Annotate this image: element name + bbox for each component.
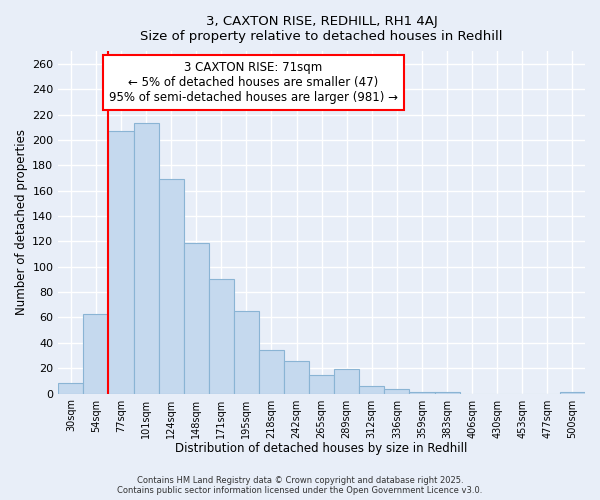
- Bar: [359, 386, 385, 394]
- Bar: [109, 131, 134, 394]
- Bar: [409, 392, 434, 394]
- Bar: [284, 360, 309, 394]
- Bar: [560, 392, 585, 394]
- Bar: [234, 311, 259, 394]
- Bar: [385, 388, 409, 394]
- Title: 3, CAXTON RISE, REDHILL, RH1 4AJ
Size of property relative to detached houses in: 3, CAXTON RISE, REDHILL, RH1 4AJ Size of…: [140, 15, 503, 43]
- X-axis label: Distribution of detached houses by size in Redhill: Distribution of detached houses by size …: [175, 442, 468, 455]
- Bar: [209, 280, 234, 394]
- Bar: [184, 242, 209, 394]
- Bar: [134, 124, 158, 394]
- Bar: [434, 392, 460, 394]
- Text: 3 CAXTON RISE: 71sqm
← 5% of detached houses are smaller (47)
95% of semi-detach: 3 CAXTON RISE: 71sqm ← 5% of detached ho…: [109, 62, 398, 104]
- Bar: [83, 314, 109, 394]
- Bar: [259, 350, 284, 394]
- Text: Contains HM Land Registry data © Crown copyright and database right 2025.
Contai: Contains HM Land Registry data © Crown c…: [118, 476, 482, 495]
- Bar: [309, 374, 334, 394]
- Bar: [334, 370, 359, 394]
- Y-axis label: Number of detached properties: Number of detached properties: [15, 130, 28, 316]
- Bar: [158, 179, 184, 394]
- Bar: [58, 384, 83, 394]
